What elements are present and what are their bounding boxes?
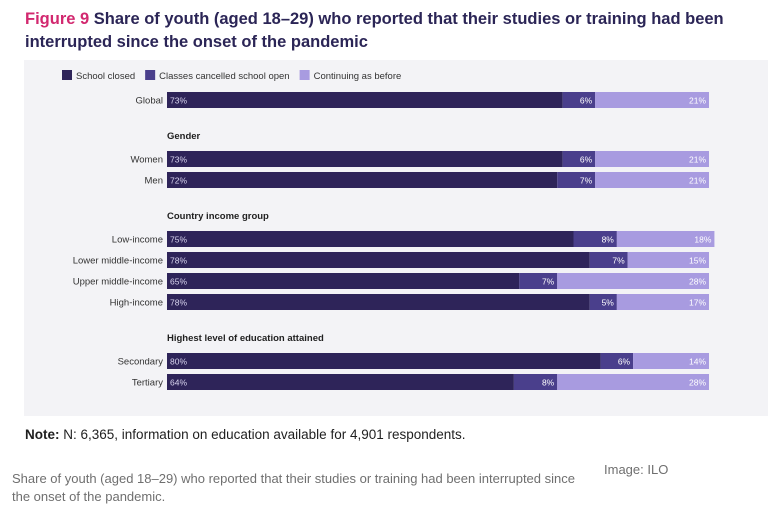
legend-swatch xyxy=(145,70,156,80)
bar-segment xyxy=(557,172,596,188)
bar-value-label: 21% xyxy=(689,95,706,105)
legend-swatch xyxy=(62,70,72,80)
note-text: N: 6,365, information on education avail… xyxy=(63,427,466,442)
image-credit: Image: ILO xyxy=(604,462,669,477)
bar-value-label: 78% xyxy=(170,297,187,307)
bar-value-label: 21% xyxy=(689,175,706,185)
group-heading: Highest level of education attained xyxy=(167,333,324,344)
bar-value-label: 7% xyxy=(580,175,593,185)
legend-label: School closed xyxy=(76,71,135,82)
row-label: Global xyxy=(136,96,163,107)
row-label: Low-income xyxy=(112,235,163,246)
bar-value-label: 8% xyxy=(542,377,555,387)
bar-segment xyxy=(589,252,628,268)
bar-segment xyxy=(573,231,617,247)
bar-segment xyxy=(595,92,709,108)
row-label: Women xyxy=(130,155,163,166)
bar-segment xyxy=(616,294,709,310)
bar-value-label: 73% xyxy=(170,95,187,105)
bar-value-label: 65% xyxy=(170,276,187,286)
stacked-bar-chart: School closed Classes cancelled school op… xyxy=(62,70,715,390)
row-label: Lower middle-income xyxy=(73,256,163,267)
bar-value-label: 15% xyxy=(689,255,706,265)
row-label: High-income xyxy=(110,298,163,309)
bar-value-label: 28% xyxy=(689,276,706,286)
bar-segment xyxy=(167,252,590,268)
note-label: Note: xyxy=(25,427,60,442)
row-label: Secondary xyxy=(118,357,164,368)
bar-value-label: 5% xyxy=(602,297,615,307)
row-label: Upper middle-income xyxy=(73,277,163,288)
bar-segment xyxy=(562,151,596,167)
bar-segment xyxy=(167,151,563,167)
bar-segment xyxy=(513,374,558,390)
bar-value-label: 6% xyxy=(580,95,593,105)
bar-segment xyxy=(600,353,634,369)
bar-value-label: 64% xyxy=(170,377,187,387)
image-caption: Share of youth (aged 18–29) who reported… xyxy=(12,471,575,504)
row-label: Men xyxy=(145,176,163,187)
bar-value-label: 18% xyxy=(694,234,711,244)
bar-segment xyxy=(589,294,617,310)
bar-segment xyxy=(557,273,709,289)
chart-panel: School closed Classes cancelled school op… xyxy=(24,60,768,416)
bar-value-label: 14% xyxy=(689,356,706,366)
figure-label: Figure 9 xyxy=(25,10,90,28)
bar-segment xyxy=(167,92,563,108)
legend-label: Classes cancelled school open xyxy=(159,71,289,82)
bar-value-label: 7% xyxy=(612,255,625,265)
bar-segment xyxy=(595,151,709,167)
bar-value-label: 28% xyxy=(689,377,706,387)
bar-segment xyxy=(167,294,590,310)
legend-swatch xyxy=(299,70,310,80)
bar-segment xyxy=(167,273,520,289)
legend-label: Continuing as before xyxy=(314,71,402,82)
bar-segment xyxy=(627,252,709,268)
bar-segment xyxy=(167,374,514,390)
group-heading: Country income group xyxy=(167,211,269,222)
bar-value-label: 21% xyxy=(689,154,706,164)
bar-value-label: 72% xyxy=(170,175,187,185)
bar-value-label: 80% xyxy=(170,356,187,366)
bar-segment xyxy=(167,353,601,369)
bar-value-label: 73% xyxy=(170,154,187,164)
bar-value-label: 78% xyxy=(170,255,187,265)
bar-value-label: 6% xyxy=(580,154,593,164)
bar-segment xyxy=(562,92,596,108)
figure-title: Figure 9 Share of youth (aged 18–29) who… xyxy=(25,8,765,54)
bar-segment xyxy=(519,273,558,289)
figure-title-text: Share of youth (aged 18–29) who reported… xyxy=(25,10,724,51)
bar-value-label: 6% xyxy=(618,356,631,366)
bar-segment xyxy=(167,172,558,188)
bar-segment xyxy=(557,374,709,390)
bar-segment xyxy=(616,231,715,247)
row-label: Tertiary xyxy=(132,378,163,389)
bar-segment xyxy=(167,231,574,247)
bar-value-label: 8% xyxy=(602,234,615,244)
bar-value-label: 7% xyxy=(542,276,555,286)
figure-note: Note: N: 6,365, information on education… xyxy=(25,427,466,442)
bar-value-label: 75% xyxy=(170,234,187,244)
bar-segment xyxy=(633,353,709,369)
group-heading: Gender xyxy=(167,131,201,142)
bar-segment xyxy=(595,172,709,188)
bar-value-label: 17% xyxy=(689,297,706,307)
